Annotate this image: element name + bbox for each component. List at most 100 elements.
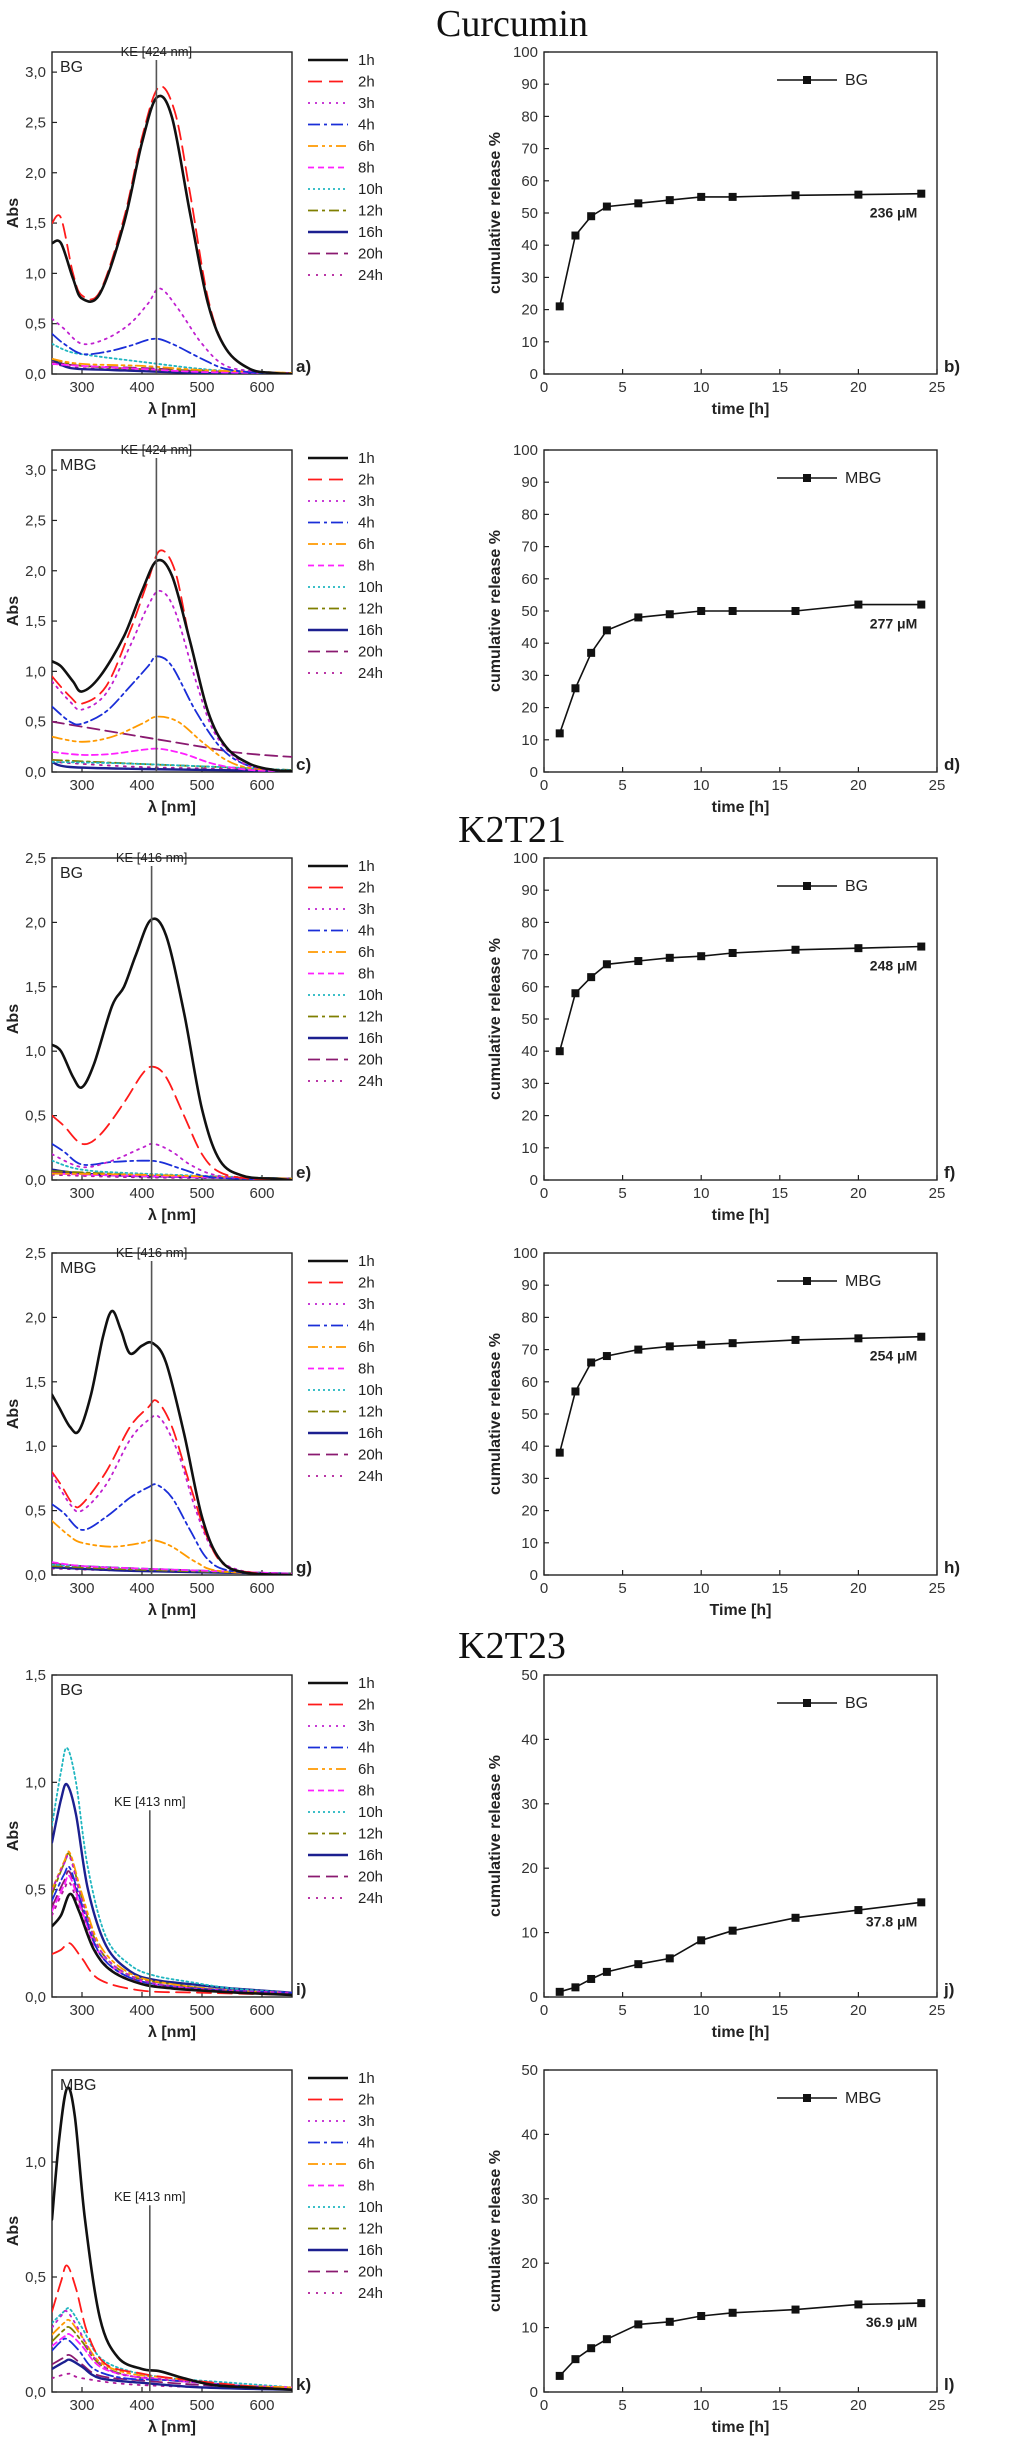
panel-c-ytick-label: 0,0 [25,764,46,781]
panel-j-xtick-label: 20 [850,2002,867,2019]
panel-e: 300 400 500 600 0,0 0,5 1,0 1,5 2,0 2,5 λ [nm] Abs e… [5,850,383,1224]
panel-j-xtick-label: 5 [618,2002,626,2019]
panel-f-xtick-label: 20 [850,1185,867,1202]
panel-g-xtick-label: 600 [249,1580,274,1597]
panel-e-ytick-label: 1,0 [25,1043,46,1060]
panel-b-letter: b) [944,357,960,376]
panel-a-letter: a) [296,357,311,376]
panel-l-point [697,2312,706,2321]
panel-d-ytick-label: 80 [521,506,538,523]
panel-c-legend-text-20h: 20h [358,644,383,661]
panel-j-ytick-label: 50 [521,1667,538,1684]
panel-a-ytick-label: 1,0 [25,265,46,282]
panel-k-ylabel: Abs [5,2216,22,2246]
panel-g-legend-text-24h: 24h [358,1468,383,1485]
panel-a-sample-label: BG [60,59,83,76]
panel-i-xlabel: λ [nm] [148,2024,196,2041]
panel-b-point [634,199,643,208]
panel-d-point [854,600,863,609]
panel-j-point [728,1926,737,1935]
panel-c-series-16h [52,760,292,772]
panel-h-point [854,1334,863,1343]
panel-d-letter: d) [944,755,960,774]
panel-i-series-2h [52,1942,292,1996]
panel-f-legend-text: BG [845,878,868,895]
panel-h-ytick-label: 70 [521,1342,538,1359]
panel-d-ytick-label: 90 [521,474,538,491]
panel-i-letter: i) [296,1980,306,1999]
panel-e-series-2h [52,1065,292,1180]
panel-i-series-16h [52,1782,292,1994]
panel-f-point [634,957,643,966]
panel-g-legend-text-20h: 20h [358,1447,383,1464]
panel-h: 0 5 10 15 20 25 0 10 20 30 40 50 60 70 80 90 100 Time [h]… [487,1245,960,1619]
panel-e-ytick-label: 0,0 [25,1172,46,1189]
panel-c: 300 400 500 600 0,0 0,5 1,0 1,5 2,0 2,5 3,0 λ [nm] A… [5,442,383,816]
panel-d-point [602,626,611,635]
panel-c-xtick-label: 600 [249,777,274,794]
panel-k-xtick-label: 400 [129,2397,154,2414]
panel-h-frame [543,1252,938,1576]
panel-a-series-8h [52,363,292,374]
panel-i-ylabel: Abs [5,1821,22,1851]
panel-g-ytick-label: 1,0 [25,1438,46,1455]
panel-e-series-12h [52,1170,292,1180]
panel-d-xtick-label: 10 [693,777,710,794]
panel-b-point [697,192,706,201]
panel-b-xtick-label: 25 [929,379,946,396]
panel-f-letter: f) [944,1163,955,1182]
panel-a-ke-label: KE [424 nm] [121,44,193,59]
panel-f-point [854,944,863,953]
panel-g-series-1h [52,1309,292,1575]
panel-b-point [602,202,611,211]
panel-k-legend-text-10h: 10h [358,2199,383,2216]
panel-b-ytick-label: 10 [521,334,538,351]
panel-f-ytick-label: 100 [513,850,538,867]
panel-c-xlabel: λ [nm] [148,799,196,816]
panel-h-point [602,1352,611,1361]
panel-k-series-1h [52,2086,292,2391]
panel-i-legend-text-24h: 24h [358,1890,383,1907]
panel-i-ytick-label: 1,5 [25,1667,46,1684]
panel-g-legend-text-4h: 4h [358,1318,375,1335]
panel-f-point [665,953,674,962]
panel-j-ytick-label: 30 [521,1796,538,1813]
panel-l-point [571,2355,580,2364]
panel-h-point [587,1358,596,1367]
panel-k-legend-text-3h: 3h [358,2113,375,2130]
panel-k-series-16h [52,2358,292,2391]
panel-l-ytick-label: 20 [521,2255,538,2272]
panel-a-legend-text-24h: 24h [358,267,383,284]
panel-k-series-3h [52,2309,292,2391]
panel-b-point [665,196,674,205]
panel-g-series-6h [52,1520,292,1575]
panel-f-ytick-label: 30 [521,1075,538,1092]
panel-d-ytick-label: 40 [521,635,538,652]
panel-l-legend-marker [803,2094,811,2102]
panel-f-frame [543,857,938,1181]
panel-j-point [587,1974,596,1983]
panel-a-ytick-label: 2,0 [25,165,46,182]
panel-l: 0 5 10 15 20 25 0 10 20 30 40 50 time [h] cumulative … [487,2062,954,2436]
panel-j-letter: j) [943,1980,954,1999]
panel-a-ytick-label: 2,5 [25,114,46,131]
panel-i-legend-text-8h: 8h [358,1783,375,1800]
panel-g-legend-text-10h: 10h [358,1382,383,1399]
panel-e-xtick-label: 600 [249,1185,274,1202]
panel-f: 0 5 10 15 20 25 0 10 20 30 40 50 60 70 80 90 100 time [h]… [487,850,955,1224]
panel-b-ytick-label: 60 [521,173,538,190]
panel-g-ytick-label: 2,0 [25,1309,46,1326]
panel-j-frame [543,1674,938,1998]
panel-c-legend-text-24h: 24h [358,665,383,682]
panel-i-legend-text-4h: 4h [358,1740,375,1757]
panel-k-xtick-label: 500 [189,2397,214,2414]
panel-c-ke-label: KE [424 nm] [121,442,193,457]
panel-d-annotation: 277 μM [870,616,917,632]
panel-d-ytick-label: 10 [521,732,538,749]
panel-b: 0 5 10 15 20 25 0 10 20 30 40 50 60 70 80 90 100 time [h]… [487,44,960,418]
panel-k-xtick-label: 300 [69,2397,94,2414]
panel-h-annotation: 254 μM [870,1348,917,1364]
panel-h-point [791,1335,800,1344]
panel-e-series-3h [52,1142,292,1180]
panel-b-xtick-label: 20 [850,379,867,396]
